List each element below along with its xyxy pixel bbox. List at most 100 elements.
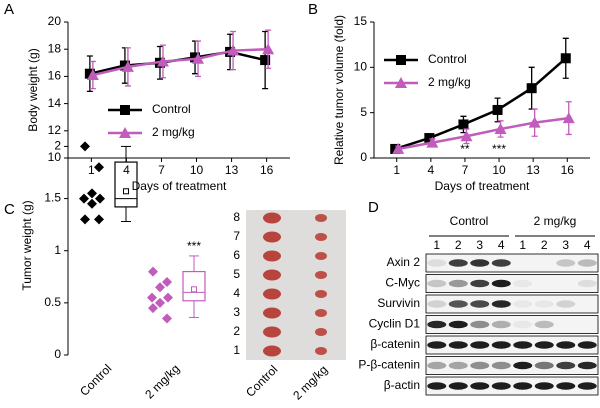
x-tick-label: 7: [158, 163, 165, 177]
tumor: [263, 288, 281, 300]
band: [513, 361, 533, 370]
lane-label: 4: [498, 238, 505, 252]
tumor: [315, 309, 327, 317]
band: [513, 279, 533, 288]
row-label: P-β-catenin: [358, 358, 420, 372]
band: [577, 279, 597, 288]
band: [448, 279, 468, 288]
x-tick-label: 4: [123, 163, 130, 177]
band: [556, 361, 576, 370]
marker: [155, 282, 165, 293]
marker: [458, 119, 469, 130]
marker: [87, 198, 97, 209]
band: [427, 320, 447, 329]
row-label: β-catenin: [370, 337, 420, 351]
band: [448, 382, 468, 390]
lane-label: 1: [433, 238, 440, 252]
y-tick-label: 0: [360, 150, 367, 164]
marker: [155, 297, 165, 308]
band: [513, 300, 533, 308]
band: [470, 300, 490, 308]
marker: [80, 141, 90, 152]
tumor: [315, 214, 327, 222]
marker: [80, 214, 90, 225]
blot-strip: [425, 274, 599, 293]
mean: [123, 188, 129, 195]
y-tick-label: 12: [48, 123, 62, 137]
marker: [94, 162, 104, 173]
tumor: [315, 252, 327, 260]
tumor: [263, 212, 281, 224]
band: [534, 361, 554, 370]
marker: [156, 55, 169, 67]
row-label: C-Myc: [385, 276, 420, 290]
tumor: [263, 250, 281, 262]
marker: [392, 142, 405, 154]
group-label: 2 mg/kg: [534, 214, 577, 228]
lane-label: 3: [562, 238, 569, 252]
tumor: [263, 231, 281, 243]
x-tick-label: 4: [427, 163, 434, 177]
y-tick-label: 10: [354, 60, 368, 74]
marker: [190, 52, 201, 63]
blot-strip: [425, 294, 599, 314]
marker: [192, 52, 205, 64]
annotation: ***: [187, 239, 201, 253]
x-tick-label: 13: [526, 163, 540, 177]
marker: [148, 303, 158, 314]
panel-label: A: [4, 1, 14, 18]
row-label: β-actin: [384, 378, 420, 392]
x-tick-label: Control: [77, 361, 114, 398]
y-tick-label: 16: [48, 69, 62, 83]
annotation: **: [460, 142, 470, 156]
y-tick-label: 1: [54, 243, 61, 257]
row-label: 2: [233, 324, 240, 338]
x-tick-label: 10: [492, 163, 506, 177]
legend-label: Control: [152, 102, 191, 116]
band: [556, 300, 576, 308]
row-label: Survivin: [377, 296, 420, 310]
legend-label: Control: [428, 52, 467, 66]
marker: [162, 277, 172, 287]
y-tick-label: 14: [48, 96, 62, 110]
row-label: 8: [233, 210, 240, 224]
marker: [86, 69, 99, 81]
band: [470, 259, 490, 267]
lane-label: 4: [584, 238, 591, 252]
marker: [492, 104, 503, 115]
lane-label: 3: [476, 238, 483, 252]
marker: [148, 266, 158, 277]
y-tick-label: 0.5: [44, 295, 61, 309]
marker: [562, 112, 575, 124]
x-tick-label: 16: [260, 163, 274, 177]
x-tick-label: 10: [190, 163, 204, 177]
band: [448, 361, 468, 370]
tumor: [263, 326, 281, 338]
row-label: 1: [233, 343, 240, 357]
band: [448, 300, 468, 308]
column-label: 2 mg/kg: [290, 362, 330, 402]
tumor: [315, 233, 327, 241]
band: [491, 259, 511, 267]
legend-label: 2 mg/kg: [428, 75, 471, 89]
y-tick-label: 0: [54, 347, 61, 361]
band: [470, 341, 490, 349]
box: [182, 270, 206, 302]
band: [534, 320, 554, 329]
marker: [528, 116, 541, 128]
tumor: [315, 290, 327, 298]
x-axis-label: Days of treatment: [435, 179, 530, 193]
marker: [94, 214, 104, 225]
mean: [191, 286, 197, 293]
y-axis-label: Body weight (g): [26, 48, 40, 131]
y-tick-label: 1.5: [44, 191, 61, 205]
marker: [163, 292, 173, 303]
marker: [84, 68, 95, 79]
panel-label: B: [308, 1, 318, 18]
box: [114, 161, 138, 208]
band: [427, 279, 447, 288]
x-tick-label: 2 mg/kg: [142, 361, 182, 401]
band: [556, 259, 576, 267]
band: [470, 320, 490, 329]
marker: [396, 55, 406, 65]
